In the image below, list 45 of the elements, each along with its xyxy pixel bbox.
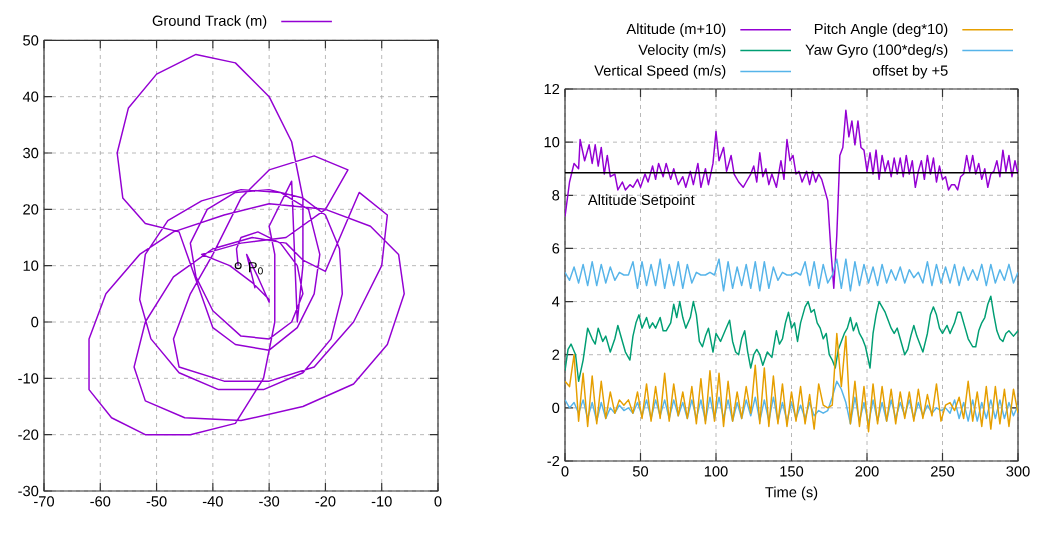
y-tick-label: 10: [544, 136, 560, 148]
x-tick-label: 50: [632, 466, 649, 477]
y-tick-label: 4: [552, 296, 560, 307]
y-tick-label: 0: [31, 316, 39, 328]
legend-label: Velocity (m/s): [638, 44, 726, 58]
x-tick-label: 250: [931, 466, 955, 477]
y-tick-label: -20: [18, 429, 39, 440]
legend-label: Pitch Angle (deg*10): [814, 23, 948, 37]
line-series: [565, 109, 1019, 290]
line-series: [565, 332, 1019, 433]
y-tick-label: 8: [552, 190, 560, 201]
x-axis-title: Time (s): [765, 486, 818, 501]
line-series: [565, 380, 1019, 425]
x-tick-label: 0: [434, 496, 442, 507]
x-tick-label: -60: [90, 496, 111, 507]
y-tick-label: 20: [23, 204, 39, 215]
y-tick-label: 0: [552, 402, 560, 414]
y-tick-label: 12: [544, 83, 560, 95]
y-tick-label: 10: [23, 260, 39, 271]
x-tick-label: 150: [780, 466, 804, 477]
legend-label: Yaw Gyro (100*deg/s): [805, 44, 948, 58]
x-tick-label: -50: [146, 496, 167, 507]
y-tick-label: -2: [547, 455, 560, 467]
x-tick-label: 200: [855, 466, 879, 477]
y-tick-label: 50: [23, 35, 39, 46]
ref-line-label: Altitude Setpoint: [587, 194, 695, 208]
x-tick-label: 0: [561, 466, 569, 477]
x-tick-label: 300: [1006, 466, 1030, 477]
y-tick-label: 30: [23, 147, 39, 159]
text: offset by +5: [872, 65, 948, 79]
x-tick-label: -40: [202, 496, 223, 507]
legend-label: Ground Track (m): [152, 15, 267, 29]
y-tick-label: -30: [18, 485, 39, 497]
y-tick-label: -10: [18, 373, 39, 384]
x-tick-label: -10: [371, 496, 392, 507]
y-tick-label: 2: [552, 349, 560, 360]
x-tick-label: -30: [259, 496, 280, 507]
line-series: [565, 258, 1019, 292]
x-tick-label: -70: [34, 496, 55, 507]
y-tick-label: 40: [22, 91, 39, 102]
x-tick-label: 100: [704, 466, 728, 477]
legend-label: Altitude (m+10): [626, 23, 726, 37]
y-tick-label: 6: [552, 243, 560, 254]
x-tick-label: -20: [315, 496, 336, 507]
legend-label: Vertical Speed (m/s): [594, 65, 726, 79]
